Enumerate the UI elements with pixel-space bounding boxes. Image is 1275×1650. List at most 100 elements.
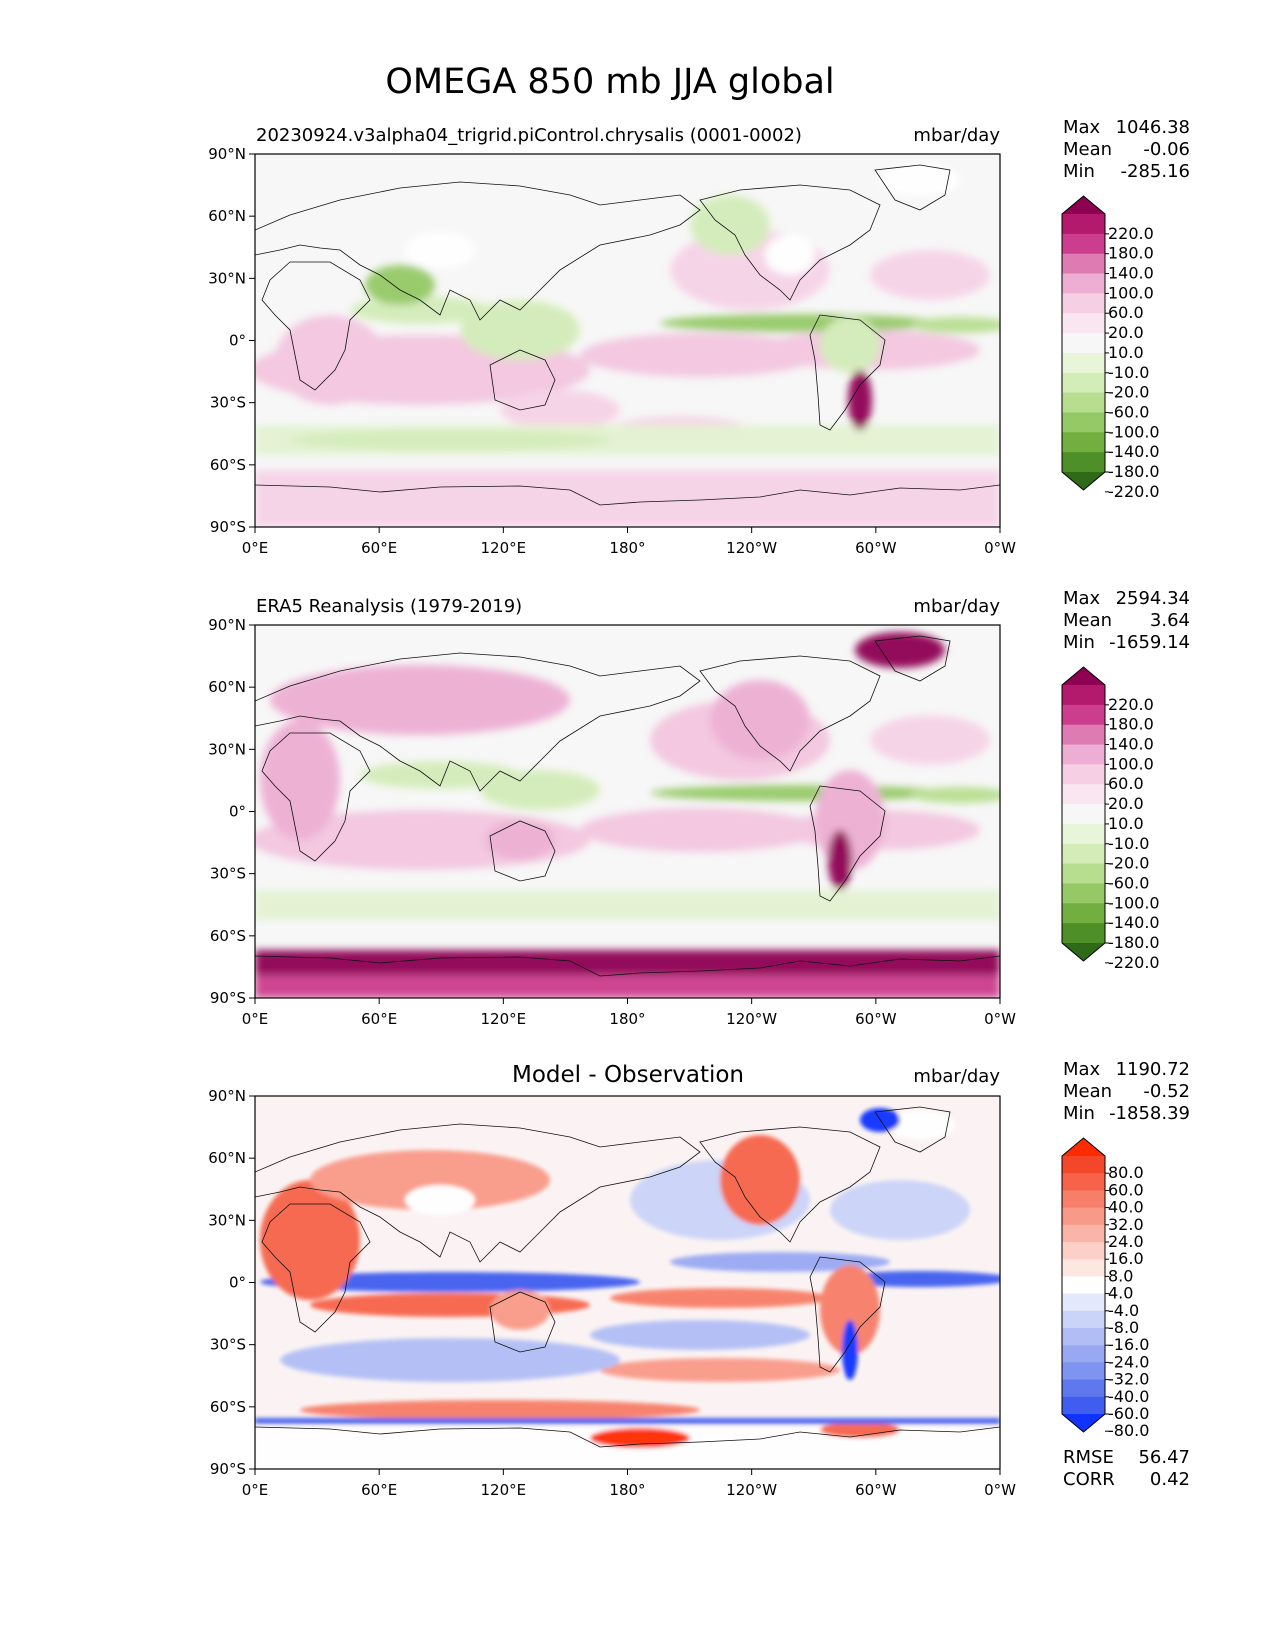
metric-value: 0.42 [1150,1469,1190,1490]
x-tick-label: 180° [609,1481,645,1499]
x-tick-label: 0°W [984,1010,1016,1028]
field-patch [260,720,340,840]
colorbar-label: 20.0 [1108,323,1144,342]
colorbar-label: 10.0 [1108,343,1144,362]
y-tick-label: 60°S [210,927,246,945]
colorbar-label: 80.0 [1108,1163,1144,1182]
field-patch [830,1180,970,1240]
colorbar-segment [1062,333,1105,354]
panel-difference-title: Model - Observation [512,1062,744,1088]
field-patch [670,1252,890,1272]
colorbar-label: -10.0 [1108,363,1149,382]
panel-difference-colorbar: 80.060.040.032.024.016.08.04.0-4.0-8.0-1… [1061,1137,1149,1440]
coastline-australia [489,1291,556,1353]
colorbar-segment [1062,452,1105,473]
field-patch [405,1185,475,1215]
colorbar-label: -140.0 [1108,913,1160,932]
x-tick-label: 120°E [481,1481,527,1499]
y-tick-label: 30°S [210,865,246,883]
figure-title: OMEGA 850 mb JJA global [385,62,834,102]
field-patch [255,470,1000,527]
coastline-south-america [809,314,886,431]
colorbar-segment [1062,1310,1105,1329]
colorbar-segment [1062,412,1105,433]
colorbar-segment [1062,1190,1105,1209]
colorbar-label: -8.0 [1108,1318,1139,1337]
stat-value: -1659.14 [1109,632,1190,653]
colorbar-segment [1062,313,1105,334]
colorbar-label: 140.0 [1108,735,1154,754]
colorbar-segment [1062,1156,1105,1174]
colorbar-segment [1062,843,1105,865]
coastline-greenland [874,164,951,211]
colorbar-segment [1062,764,1105,785]
x-tick-label: 0°E [242,1010,269,1028]
stat-label: Mean [1063,1081,1112,1102]
colorbar-label: -220.0 [1108,482,1160,501]
y-tick-label: 0° [229,1274,246,1292]
panel-model: 20230924.v3alpha04_trigrid.piControl.chr… [208,117,1190,557]
colorbar-label: 100.0 [1108,754,1154,773]
x-tick-label: 180° [609,539,645,557]
field-patch [255,975,1000,998]
colorbar-label: 140.0 [1108,264,1154,283]
field-patch [910,317,1000,333]
colorbar-extend-min [1062,472,1105,490]
colorbar-label: -140.0 [1108,442,1160,461]
colorbar-extend-max [1062,196,1105,214]
colorbar-segment [1062,214,1105,235]
field-patch [842,1320,858,1380]
field-patch [490,1290,550,1330]
colorbar-label: 16.0 [1108,1249,1144,1268]
panel-model-colorbar: 220.0180.0140.0100.060.020.010.0-10.0-20… [1061,195,1160,501]
colorbar-label: -80.0 [1108,1421,1149,1440]
field-patch [885,1111,955,1139]
field-patch [610,1288,830,1308]
colorbar-label: 220.0 [1108,224,1154,243]
x-tick-label: 0°W [984,1481,1016,1499]
y-tick-label: 60°N [208,1149,246,1167]
colorbar-label: -20.0 [1108,383,1149,402]
colorbar-segment [1062,923,1105,944]
metric-label: CORR [1063,1469,1115,1490]
panel-observation-axes: 0°E 60°E 120°E 180° 120°W 60°W 0°W 90°N 60°N 30°N… [208,616,1016,1028]
coastline-eurasia [255,181,701,321]
colorbar-label: -20.0 [1108,854,1149,873]
y-tick-label: 90°N [208,145,246,163]
colorbar-extend-min [1062,1414,1105,1432]
stat-value: 1046.38 [1116,117,1190,138]
colorbar-label: 220.0 [1108,695,1154,714]
colorbar-segment [1062,704,1105,726]
colorbar-label: 180.0 [1108,715,1154,734]
field-patch [580,333,820,377]
colorbar-label: -180.0 [1108,462,1160,481]
colorbar-label: -100.0 [1108,893,1160,912]
coastline-south-america [809,1256,886,1373]
colorbar-label: 100.0 [1108,283,1154,302]
coastlines [255,1106,1000,1448]
map-field [255,164,1000,527]
field-patch [910,787,1000,803]
field-patch [590,1428,690,1448]
colorbar-label: -180.0 [1108,933,1160,952]
panel-model-axes: 0°E 60°E 120°E 180° 120°W 60°W 0°W 90°N 60°N 30°N… [208,145,1016,557]
field-patch [870,715,990,765]
field-patch [280,1338,620,1382]
colorbar-segment [1062,1207,1105,1226]
colorbar-label: 32.0 [1108,1215,1144,1234]
field-patch [848,370,872,430]
stat-label: Max [1063,1059,1101,1080]
panel-observation: ERA5 Reanalysis (1979-2019) mbar/day [208,588,1190,1028]
colorbar-segment [1062,1362,1105,1381]
colorbar-segment [1062,253,1105,275]
colorbar-segment [1062,372,1105,394]
coastline-africa [261,1203,371,1333]
colorbar-extend-max [1062,667,1105,685]
x-tick-label: 120°W [726,1010,777,1028]
x-tick-label: 60°W [855,1481,897,1499]
colorbar-segment [1062,273,1105,294]
field-patch [820,317,880,373]
coastline-antarctica [255,1426,1000,1448]
stat-value: -0.06 [1143,139,1190,160]
